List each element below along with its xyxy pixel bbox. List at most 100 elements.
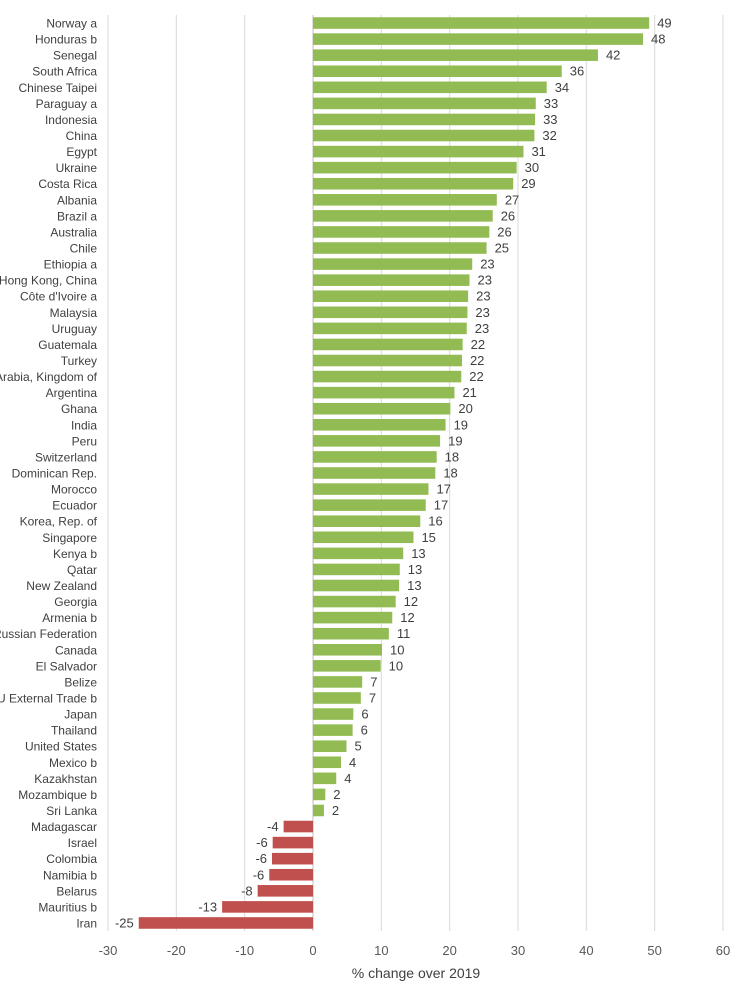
category-label: Costa Rica [38,177,97,191]
data-label: 42 [606,48,620,63]
bar [313,804,324,817]
bar [313,515,421,527]
data-label: 36 [570,64,584,79]
category-label: Turkey [61,354,97,368]
bar [313,145,524,158]
data-label: -8 [241,883,253,898]
bar [313,660,381,672]
category-label: Dominican Rep. [12,467,97,481]
data-label: 10 [390,642,404,657]
category-label: Armenia b [42,611,97,625]
data-label: 23 [475,305,489,320]
data-label: 26 [501,208,515,223]
bar [313,306,468,319]
category-label: Honduras b [35,33,97,47]
bar [313,226,490,238]
x-tick-label: -30 [99,943,118,958]
bar [313,65,562,78]
data-label: 19 [448,433,462,448]
value-labels: 4948423634333332313029272626252323232323… [115,16,672,931]
bar [313,563,400,576]
category-label: Switzerland [35,450,97,464]
category-label: Qatar [67,563,97,577]
data-label: 26 [497,224,511,239]
category-label: Ukraine [56,161,98,175]
bar [313,547,404,560]
category-label: Albania [57,193,97,207]
category-label: Mozambique b [18,788,97,802]
bar [313,354,462,367]
bar [313,322,467,335]
bar [313,113,536,126]
category-label: Malaysia [50,306,98,320]
bar [313,49,598,61]
x-tick-label: 40 [579,943,593,958]
data-label: -6 [253,867,265,882]
category-labels: Norway a Honduras b Senegal South Africa Chi… [0,17,98,931]
data-label: -13 [198,899,217,914]
bar [313,161,517,174]
bar [313,33,644,45]
x-axis-label: % change over 2019 [352,965,481,981]
data-label: 2 [332,803,339,818]
category-label: Ecuador [52,499,97,513]
bar [283,820,313,833]
data-label: 32 [542,128,556,143]
category-label: Egypt [66,145,97,159]
x-tick-label: 30 [511,943,525,958]
category-label: Argentina [46,386,98,400]
bar [313,370,462,383]
data-label: 11 [397,626,411,641]
category-label: Belize [64,675,97,689]
x-tick-label: 60 [716,943,730,958]
category-label: Chinese Taipei [19,81,98,95]
bar [313,627,389,640]
data-label: 19 [454,417,468,432]
data-label: 48 [651,32,665,47]
category-label: Morocco [51,483,97,497]
category-label: Georgia [54,595,97,609]
bar [313,402,451,415]
data-label: 23 [475,321,489,336]
data-label: 25 [495,241,509,256]
data-label: 20 [458,401,472,416]
category-label: China [66,129,98,143]
data-label: 23 [480,257,494,272]
data-label: 27 [505,192,519,207]
category-label: Korea, Rep. of [20,515,98,529]
bar [313,451,437,463]
bar [313,595,396,608]
data-label: 34 [555,80,569,95]
data-label: -6 [256,835,268,850]
category-label: Senegal [53,49,97,63]
category-label: Uruguay [52,322,97,336]
data-label: 21 [462,385,476,400]
bar [313,242,487,254]
bar [313,724,353,736]
data-label: 18 [443,466,457,481]
data-label: 22 [469,369,483,384]
data-label: 30 [525,160,539,175]
data-label: 16 [428,514,442,529]
category-label: Guatemala [38,338,97,352]
data-label: 4 [349,755,356,770]
bar [313,129,535,142]
data-label: 33 [543,112,557,127]
data-label: 22 [470,353,484,368]
data-label: 13 [407,578,421,593]
category-label: Israel [68,836,97,850]
data-label: 12 [404,594,418,609]
data-label: 13 [408,562,422,577]
bar [313,290,469,303]
bar [313,435,441,447]
data-label: 6 [361,723,368,738]
category-label: Hong Kong, China [0,274,97,288]
category-label: Norway a [46,17,97,31]
category-label: Kenya b [53,547,97,561]
bar [313,772,337,785]
category-label: Madagascar [31,820,97,834]
data-label: 18 [445,449,459,464]
category-label: Mexico b [49,756,97,770]
category-label: Russian Federation [0,627,97,641]
data-label: 29 [521,176,535,191]
